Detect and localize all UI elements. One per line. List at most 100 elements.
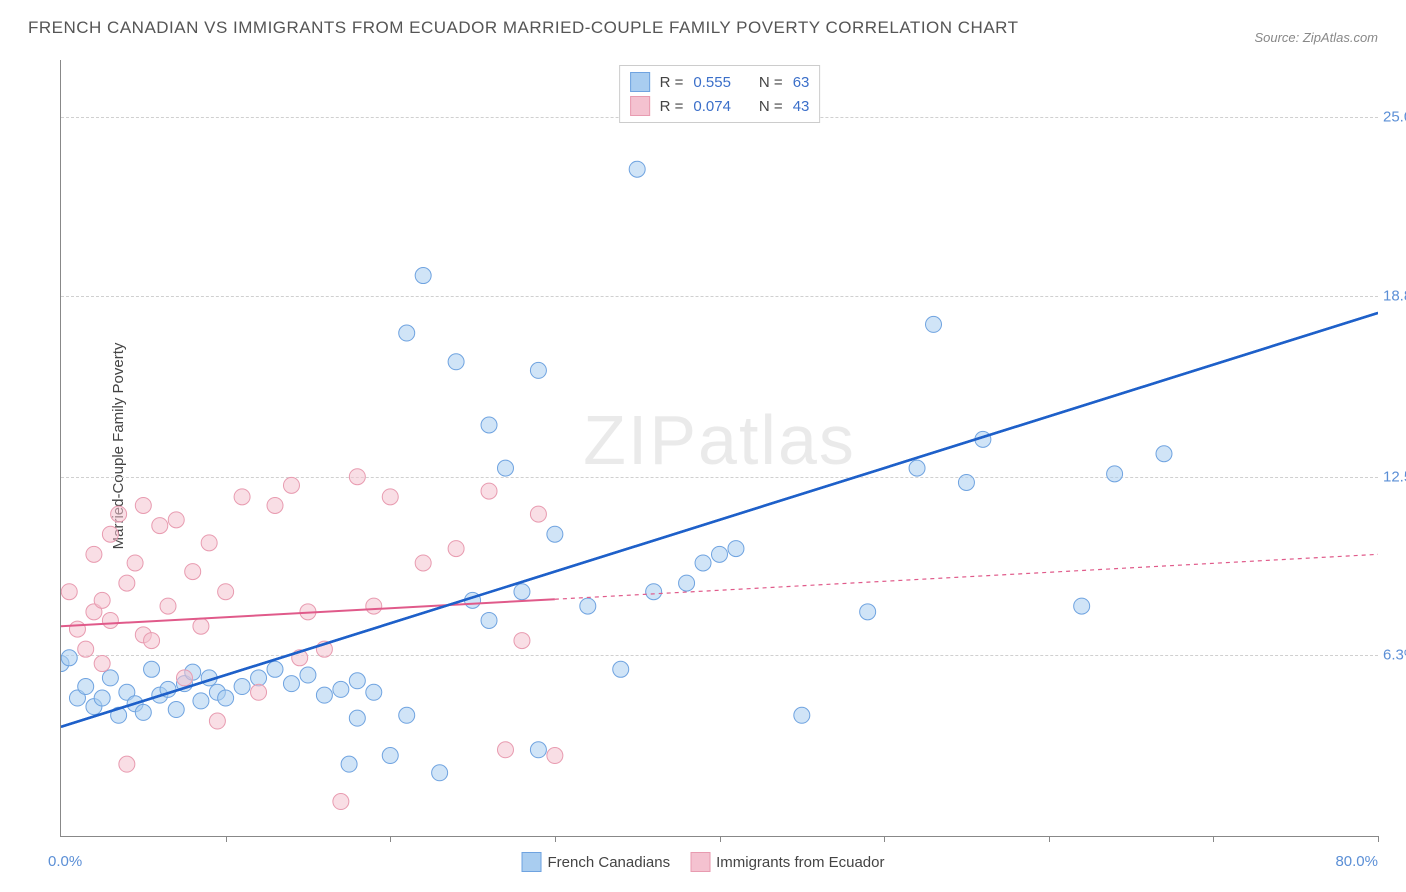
data-point: [958, 474, 974, 490]
legend-swatch-blue: [630, 72, 650, 92]
data-point: [251, 670, 267, 686]
data-point: [926, 316, 942, 332]
data-point: [580, 598, 596, 614]
data-point: [547, 748, 563, 764]
data-point: [481, 612, 497, 628]
data-point: [547, 526, 563, 542]
data-point: [399, 325, 415, 341]
data-point: [127, 555, 143, 571]
data-point: [514, 584, 530, 600]
data-point: [349, 469, 365, 485]
data-point: [94, 592, 110, 608]
n-label: N =: [759, 74, 783, 91]
data-point: [530, 742, 546, 758]
data-point: [728, 541, 744, 557]
n-label: N =: [759, 98, 783, 115]
data-point: [382, 489, 398, 505]
data-point: [94, 656, 110, 672]
data-point: [119, 575, 135, 591]
trend-line: [555, 554, 1378, 599]
data-point: [144, 661, 160, 677]
data-point: [366, 598, 382, 614]
y-tick-label: 6.3%: [1383, 646, 1406, 663]
data-point: [695, 555, 711, 571]
data-point: [349, 673, 365, 689]
data-point: [646, 584, 662, 600]
data-point: [135, 497, 151, 513]
x-axis-min-label: 0.0%: [48, 853, 82, 870]
series-legend: French Canadians Immigrants from Ecuador: [522, 852, 885, 872]
data-point: [1156, 446, 1172, 462]
data-point: [514, 633, 530, 649]
scatter-svg: [61, 60, 1378, 836]
x-tick: [1378, 836, 1379, 842]
data-point: [432, 765, 448, 781]
chart-title: FRENCH CANADIAN VS IMMIGRANTS FROM ECUAD…: [28, 18, 1019, 38]
data-point: [712, 546, 728, 562]
data-point: [86, 546, 102, 562]
data-point: [176, 670, 192, 686]
data-point: [160, 598, 176, 614]
data-point: [168, 702, 184, 718]
x-tick: [884, 836, 885, 842]
x-axis-max-label: 80.0%: [1335, 853, 1378, 870]
data-point: [234, 489, 250, 505]
data-point: [61, 650, 77, 666]
trend-line: [61, 313, 1378, 727]
data-point: [382, 748, 398, 764]
data-point: [448, 354, 464, 370]
data-point: [530, 506, 546, 522]
data-point: [168, 512, 184, 528]
y-tick-label: 12.5%: [1383, 468, 1406, 485]
data-point: [102, 526, 118, 542]
data-point: [283, 676, 299, 692]
data-point: [679, 575, 695, 591]
data-point: [1074, 598, 1090, 614]
data-point: [497, 460, 513, 476]
correlation-legend: R = 0.555 N = 63 R = 0.074 N = 43: [619, 65, 821, 123]
x-tick: [390, 836, 391, 842]
data-point: [909, 460, 925, 476]
data-point: [481, 417, 497, 433]
data-point: [69, 621, 85, 637]
legend-item-series1: French Canadians: [522, 852, 671, 872]
data-point: [135, 704, 151, 720]
data-point: [497, 742, 513, 758]
chart-plot-area: R = 0.555 N = 63 R = 0.074 N = 43 ZIPatl…: [60, 60, 1378, 837]
data-point: [209, 713, 225, 729]
data-point: [613, 661, 629, 677]
data-point: [251, 684, 267, 700]
data-point: [530, 362, 546, 378]
data-point: [481, 483, 497, 499]
legend-swatch-pink: [690, 852, 710, 872]
data-point: [1107, 466, 1123, 482]
data-point: [193, 693, 209, 709]
x-tick: [1049, 836, 1050, 842]
r-value-2: 0.074: [693, 98, 731, 115]
data-point: [144, 633, 160, 649]
n-value-1: 63: [793, 74, 810, 91]
data-point: [152, 518, 168, 534]
data-point: [234, 679, 250, 695]
data-point: [341, 756, 357, 772]
data-point: [415, 268, 431, 284]
data-point: [415, 555, 431, 571]
data-point: [399, 707, 415, 723]
data-point: [218, 584, 234, 600]
data-point: [94, 690, 110, 706]
data-point: [366, 684, 382, 700]
data-point: [333, 794, 349, 810]
data-point: [316, 687, 332, 703]
data-point: [333, 681, 349, 697]
data-point: [349, 710, 365, 726]
data-point: [629, 161, 645, 177]
data-point: [201, 535, 217, 551]
source-attribution: Source: ZipAtlas.com: [1254, 30, 1378, 45]
data-point: [119, 756, 135, 772]
data-point: [185, 564, 201, 580]
data-point: [78, 679, 94, 695]
data-point: [193, 618, 209, 634]
series1-name: French Canadians: [548, 854, 671, 871]
y-tick-label: 18.8%: [1383, 287, 1406, 304]
legend-item-series2: Immigrants from Ecuador: [690, 852, 884, 872]
